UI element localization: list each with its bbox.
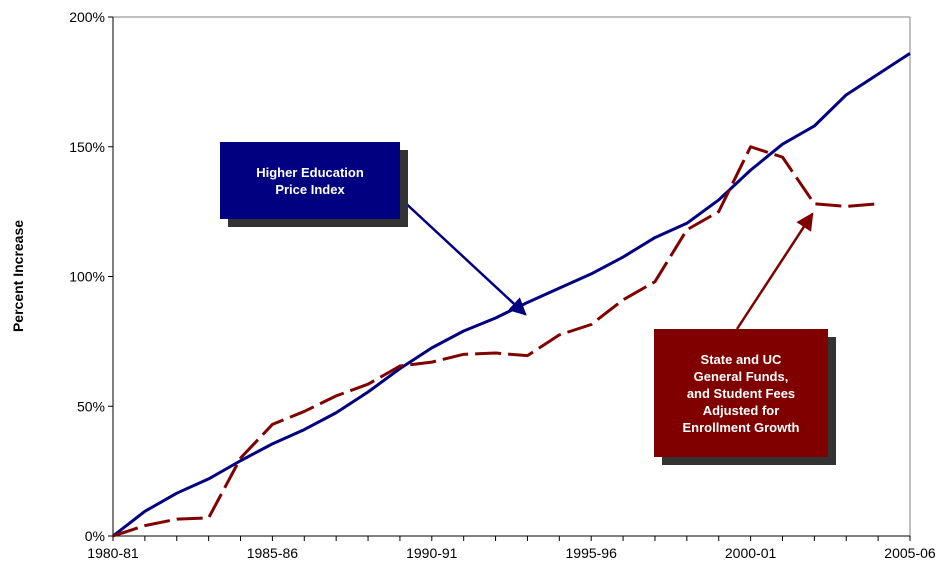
x-tick-label: 1995-96 bbox=[566, 545, 618, 561]
y-axis-label: Percent Increase bbox=[10, 220, 26, 332]
callout-hepi-text: Higher Education Price Index bbox=[256, 164, 364, 197]
ticks: 0% 50% 100% 150% 200% 1980-81 1985-86 1990-91 19… bbox=[69, 9, 936, 561]
y-tick-label: 0% bbox=[85, 528, 105, 544]
y-tick-label: 150% bbox=[69, 139, 105, 155]
x-tick-label: 2000-01 bbox=[725, 545, 777, 561]
arrow-hepi bbox=[399, 197, 527, 316]
annotation-arrows bbox=[399, 197, 814, 330]
y-tick-label: 100% bbox=[69, 269, 105, 285]
arrow-state-uc bbox=[735, 212, 814, 330]
series-line-state-uc-funds bbox=[112, 145, 879, 538]
x-tick-label: 1985-86 bbox=[247, 545, 299, 561]
y-tick-label: 200% bbox=[69, 9, 105, 25]
callout-state-uc-text: State and UC General Funds, and Student … bbox=[682, 351, 800, 435]
x-tick-label: 2005-06 bbox=[884, 545, 936, 561]
callout-state-uc: State and UC General Funds, and Student … bbox=[654, 329, 828, 457]
x-tick-label: 1990-91 bbox=[406, 545, 458, 561]
callout-hepi: Higher Education Price Index bbox=[220, 142, 400, 219]
x-tick-label: 1980-81 bbox=[87, 545, 139, 561]
y-tick-label: 50% bbox=[77, 398, 105, 414]
